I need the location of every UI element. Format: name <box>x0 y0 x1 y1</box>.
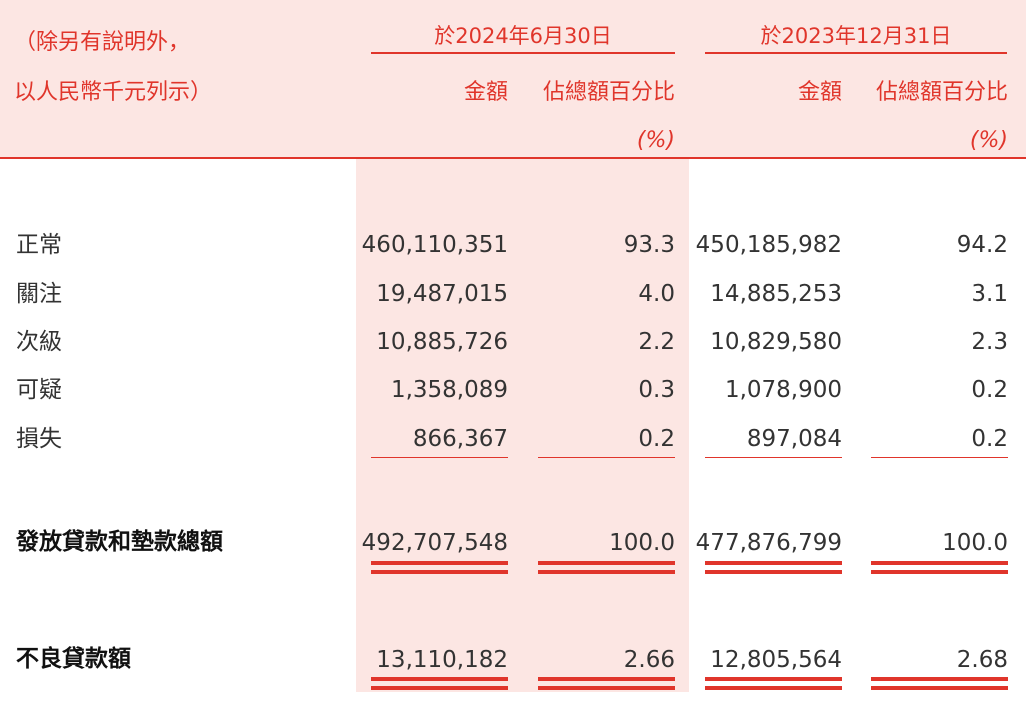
period-heading-2024: 於2024年6月30日 <box>434 24 612 48</box>
amount-2023: 897,084 <box>746 426 842 452</box>
npl-ratio-2024: 2.66 <box>623 647 675 673</box>
row-label: 正常 <box>16 232 62 258</box>
percent-2023: 0.2 <box>971 377 1008 403</box>
units-note-line1: （除另有說明外， <box>14 30 191 55</box>
amount-2024: 10,885,726 <box>376 329 508 355</box>
total-double-rule <box>705 561 842 574</box>
current-period-highlight <box>356 159 689 692</box>
subtotal-rule <box>705 457 842 458</box>
percent-2024: 93.3 <box>623 232 675 258</box>
percent-unit-2023: (%) <box>969 128 1008 153</box>
percent-2023: 94.2 <box>956 232 1008 258</box>
npl-double-rule <box>871 677 1008 690</box>
npl-double-rule <box>538 677 675 690</box>
amount-2024: 19,487,015 <box>376 281 508 307</box>
row-label: 損失 <box>16 426 62 452</box>
subtotal-rule <box>371 457 508 458</box>
header-rule <box>0 157 1026 159</box>
period-rule-2024 <box>371 52 675 54</box>
npl-double-rule <box>371 677 508 690</box>
period-rule-2023 <box>705 52 1007 54</box>
npl-amount-2024: 13,110,182 <box>376 647 508 673</box>
amount-2024: 460,110,351 <box>361 232 508 258</box>
row-label: 次級 <box>16 329 62 355</box>
row-label: 可疑 <box>16 377 62 403</box>
period-heading-2023: 於2023年12月31日 <box>760 24 952 48</box>
npl-double-rule <box>705 677 842 690</box>
amount-2023: 1,078,900 <box>724 377 842 403</box>
percent-2024: 2.2 <box>638 329 675 355</box>
percent-unit-2024: (%) <box>636 128 675 153</box>
percent-2023: 0.2 <box>971 426 1008 452</box>
total-percent-2024: 100.0 <box>609 530 675 556</box>
total-double-rule <box>871 561 1008 574</box>
subtotal-rule <box>538 457 675 458</box>
total-double-rule <box>538 561 675 574</box>
percent-2024: 0.3 <box>638 377 675 403</box>
percent-2024: 4.0 <box>638 281 675 307</box>
percent-header-2024: 佔總額百分比 <box>542 80 675 105</box>
total-label: 發放貸款和墊款總額 <box>16 529 223 555</box>
amount-2024: 1,358,089 <box>390 377 508 403</box>
percent-header-2023: 佔總額百分比 <box>875 80 1008 105</box>
amount-2023: 14,885,253 <box>710 281 842 307</box>
total-percent-2023: 100.0 <box>942 530 1008 556</box>
amount-2023: 10,829,580 <box>710 329 842 355</box>
npl-label: 不良貸款額 <box>16 646 131 672</box>
percent-2024: 0.2 <box>638 426 675 452</box>
total-amount-2024: 492,707,548 <box>361 530 508 556</box>
units-note-line2: 以人民幣千元列示） <box>14 80 213 105</box>
amount-header-2023: 金額 <box>797 80 842 105</box>
npl-ratio-2023: 2.68 <box>956 647 1008 673</box>
amount-2023: 450,185,982 <box>695 232 842 258</box>
npl-amount-2023: 12,805,564 <box>710 647 842 673</box>
total-amount-2023: 477,876,799 <box>695 530 842 556</box>
amount-2024: 866,367 <box>412 426 508 452</box>
total-double-rule <box>371 561 508 574</box>
row-label: 關注 <box>16 281 62 307</box>
subtotal-rule <box>871 457 1008 458</box>
percent-2023: 3.1 <box>971 281 1008 307</box>
header-band <box>0 0 1026 157</box>
amount-header-2024: 金額 <box>463 80 508 105</box>
percent-2023: 2.3 <box>971 329 1008 355</box>
